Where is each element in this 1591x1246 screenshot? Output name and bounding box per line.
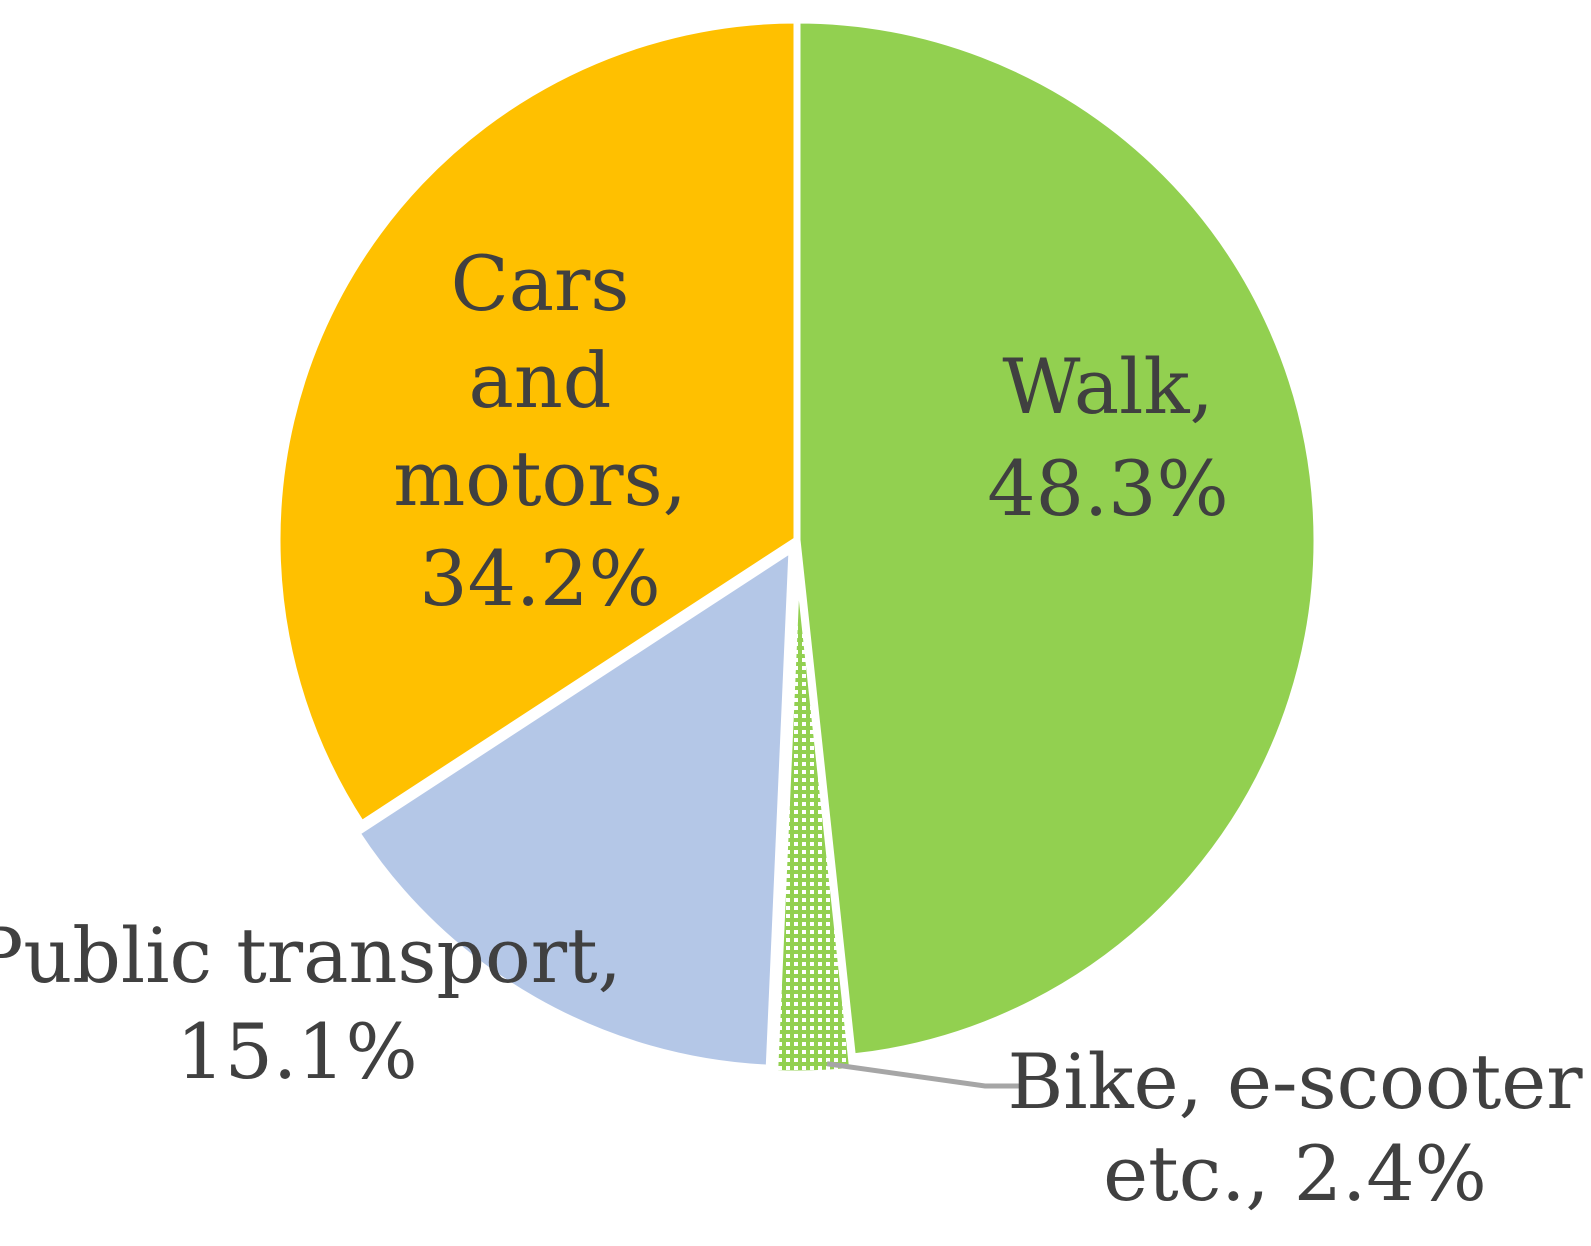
data-label-walk: Walk, 48.3% <box>987 342 1228 533</box>
data-label-line: Walk, <box>1002 342 1213 431</box>
pie-slice-bike-e-scooter-etc <box>771 550 857 1078</box>
pie-slice-public-transport <box>353 545 796 1072</box>
data-label-line: motors, <box>393 434 687 523</box>
data-label-line: Cars <box>451 239 630 328</box>
data-label-cars-and-motors: Cars and motors, 34.2% <box>393 239 687 623</box>
data-label-line: Public transport, <box>0 911 622 1000</box>
leader-lines <box>826 1061 1020 1089</box>
pie-slice-cars-and-motors <box>273 16 801 828</box>
pie-slices <box>273 16 1321 1078</box>
data-label-line: 48.3% <box>987 444 1228 533</box>
slice-labels: Walk, 48.3% Bike, e-scooter etc., 2.4% Publi… <box>0 239 1583 1218</box>
data-label-line: etc., 2.4% <box>1103 1129 1487 1218</box>
leader-line-bike-e-scooter-etc <box>826 1061 1020 1089</box>
pie-slice-walk <box>793 16 1321 1061</box>
data-label-line: 15.1% <box>176 1007 417 1096</box>
data-label-line: Bike, e-scooter <box>1007 1037 1583 1126</box>
data-label-public-transport: Public transport, 15.1% <box>0 911 622 1096</box>
data-label-bike-e-scooter-etc: Bike, e-scooter etc., 2.4% <box>1007 1037 1583 1218</box>
data-label-line: 34.2% <box>419 534 660 623</box>
data-label-line: and <box>469 336 612 425</box>
